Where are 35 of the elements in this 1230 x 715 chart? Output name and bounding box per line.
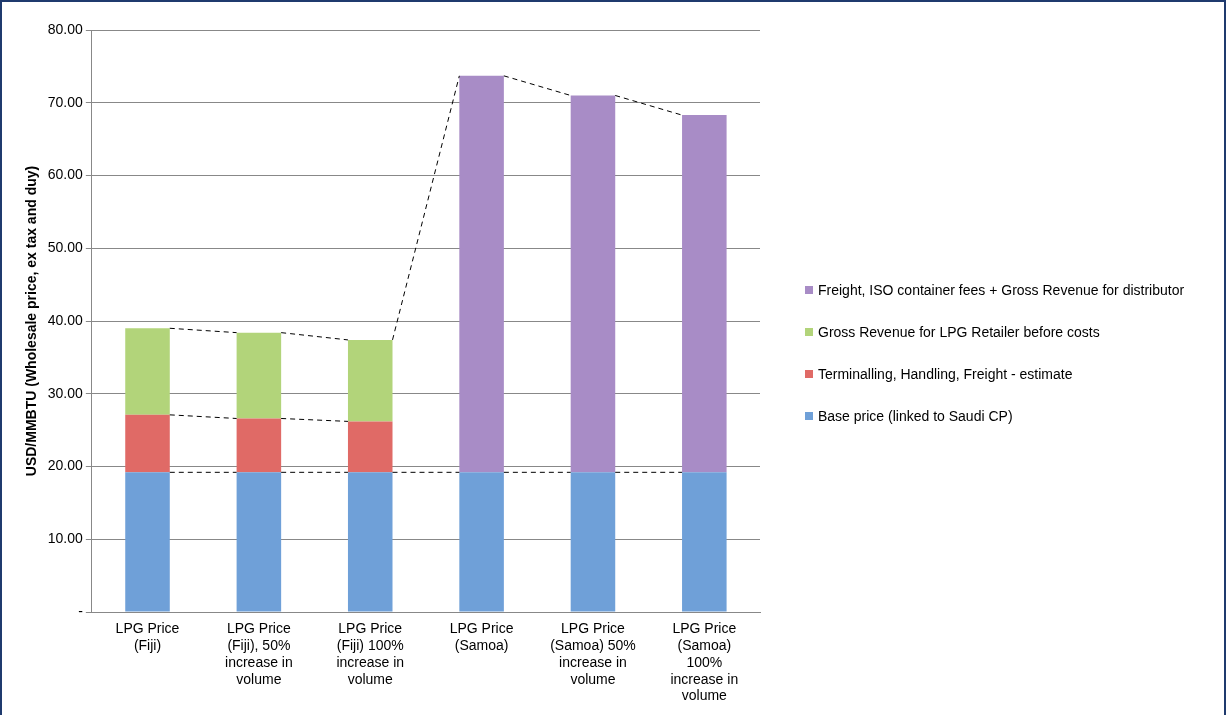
y-tick-label: 60.00 — [47, 166, 84, 183]
y-tick-label: 70.00 — [47, 93, 84, 110]
bar — [125, 414, 170, 473]
y-tick-label: 50.00 — [47, 239, 84, 256]
bar — [236, 418, 282, 473]
bar — [125, 472, 170, 612]
x-tick-label: LPG Price (Samoa) 50% increase in volume — [550, 620, 636, 687]
bar — [347, 472, 393, 612]
bar — [347, 421, 393, 473]
y-tick-label: 40.00 — [47, 311, 84, 328]
bar — [682, 472, 727, 612]
bar — [459, 75, 504, 473]
x-tick-label: LPG Price (Samoa) 100% increase in volume — [670, 620, 739, 704]
x-tick-label: LPG Price (Fiji), 50% increase in volume — [225, 620, 293, 687]
y-tick-label: 80.00 — [47, 20, 84, 37]
bar — [347, 339, 393, 422]
y-tick-label: 30.00 — [47, 384, 84, 401]
y-axis-title: USD/MMBTU (Wholesale price, ex tax and duy) — [23, 165, 40, 477]
y-tick-label: - — [78, 602, 84, 619]
legend-label: Gross Revenue for LPG Retailer before costs — [818, 323, 1100, 342]
y-tick-label: 20.00 — [47, 457, 84, 474]
bar — [570, 472, 616, 612]
legend-label: Terminalling, Handling, Freight - estimate — [818, 365, 1073, 384]
bar — [570, 95, 616, 473]
x-tick-label: LPG Price (Fiji) — [115, 620, 180, 654]
x-tick-label: LPG Price (Fiji) 100% increase in volume — [336, 620, 405, 687]
bar — [236, 332, 282, 419]
y-tick-label: 10.00 — [47, 530, 84, 547]
x-tick-label: LPG Price (Samoa) — [449, 620, 514, 654]
legend-label: Base price (linked to Saudi CP) — [818, 407, 1013, 426]
bar — [682, 115, 727, 473]
legend-label: Freight, ISO container fees + Gross Revenue for distributor — [818, 281, 1185, 300]
bar — [459, 472, 504, 612]
bar — [125, 328, 170, 415]
bar — [236, 472, 282, 612]
